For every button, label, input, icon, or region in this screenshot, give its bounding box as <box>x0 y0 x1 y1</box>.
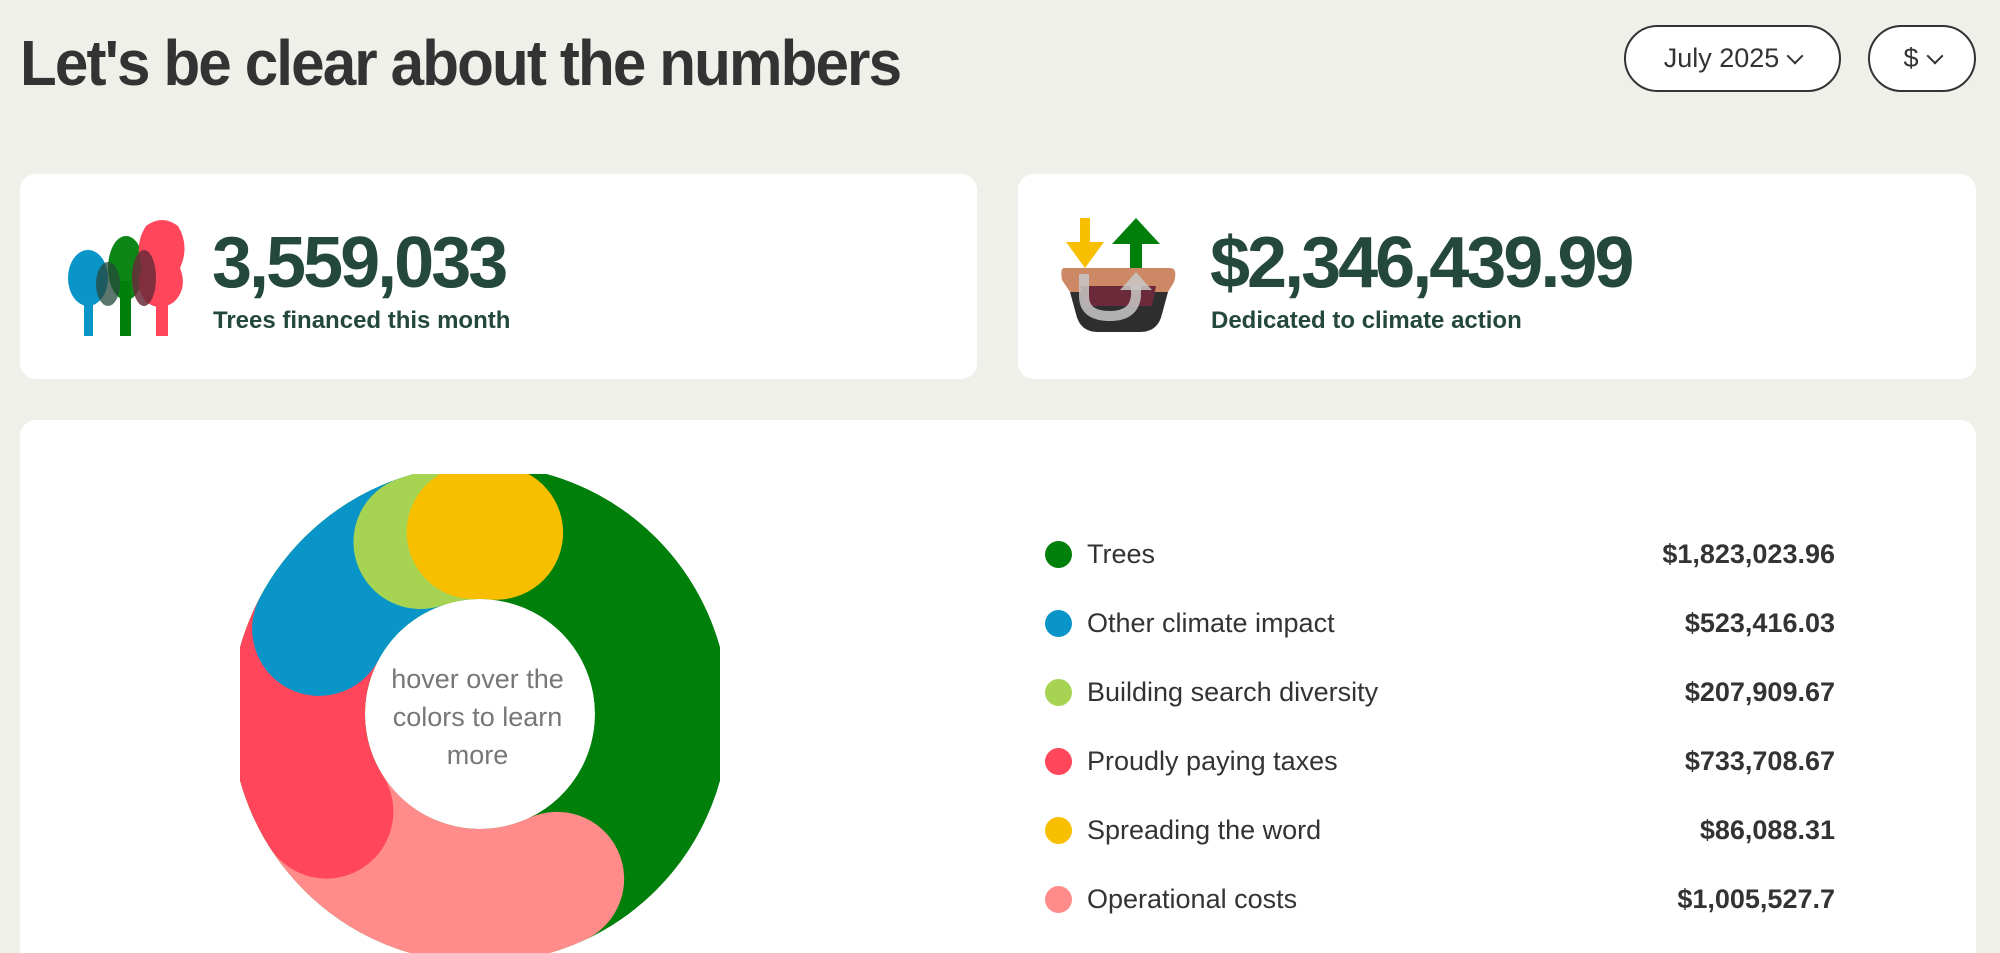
legend-item-amount: $733,708.67 <box>1684 746 1835 776</box>
trees-count-label: Trees financed this month <box>213 307 511 334</box>
legend-dot <box>1045 679 1072 706</box>
currency-dropdown[interactable]: $ <box>1868 25 1976 92</box>
legend-item-spreading-the-word[interactable]: Spreading the word $86,088.31 <box>1045 796 1835 865</box>
legend-item-building-search-diversity[interactable]: Building search diversity $207,909.67 <box>1045 658 1835 727</box>
donut-slice-trees[interactable] <box>429 474 720 946</box>
trees-count-value: 3,559,033 <box>212 223 508 303</box>
spending-breakdown-card: hover over the colors to learn more Tree… <box>20 420 1976 953</box>
legend-item-amount: $1,823,023.96 <box>1662 539 1835 569</box>
month-dropdown[interactable]: July 2025 <box>1624 25 1841 92</box>
legend-dot <box>1045 886 1072 913</box>
legend-dot <box>1045 748 1072 775</box>
legend-item-trees[interactable]: Trees $1,823,023.96 <box>1045 520 1835 589</box>
spending-donut-chart[interactable] <box>240 474 720 953</box>
donut-hint-text: hover over the colors to learn more <box>391 664 564 770</box>
legend-dot <box>1045 541 1072 568</box>
legend-item-name: Other climate impact <box>1087 608 1335 638</box>
chevron-down-icon <box>1786 47 1804 64</box>
climate-amount-label: Dedicated to climate action <box>1211 307 1522 334</box>
currency-dropdown-label: $ <box>1903 43 1919 73</box>
legend-item-proudly-paying-taxes[interactable]: Proudly paying taxes $733,708.67 <box>1045 727 1835 796</box>
page-title: Let's be clear about the numbers <box>20 27 902 99</box>
trees-financed-card: 3,559,033 Trees financed this month <box>20 174 977 379</box>
legend-item-name: Proudly paying taxes <box>1087 746 1338 776</box>
donut-slice-spreading-the-word[interactable] <box>406 474 564 600</box>
legend-item-amount: $1,005,527.7 <box>1677 884 1835 914</box>
spending-legend: Trees $1,823,023.96 Other climate impact… <box>1045 520 1835 934</box>
trees-icon <box>68 220 185 336</box>
chevron-down-icon <box>1926 47 1944 64</box>
legend-item-other-climate-impact[interactable]: Other climate impact $523,416.03 <box>1045 589 1835 658</box>
legend-dot <box>1045 817 1072 844</box>
month-dropdown-label: July 2025 <box>1663 43 1780 73</box>
legend-item-amount: $86,088.31 <box>1699 815 1835 845</box>
legend-item-amount: $207,909.67 <box>1684 677 1835 707</box>
basket-arrows-icon <box>1061 218 1176 332</box>
climate-action-card: $2,346,439.99 Dedicated to climate actio… <box>1018 174 1976 379</box>
legend-item-amount: $523,416.03 <box>1684 608 1835 638</box>
legend-item-name: Building search diversity <box>1087 677 1379 707</box>
legend-item-name: Trees <box>1087 539 1156 569</box>
climate-amount-value: $2,346,439.99 <box>1210 223 1634 303</box>
legend-item-name: Operational costs <box>1087 884 1298 914</box>
legend-dot <box>1045 610 1072 637</box>
legend-item-name: Spreading the word <box>1087 815 1322 845</box>
legend-item-operational-costs[interactable]: Operational costs $1,005,527.7 <box>1045 865 1835 934</box>
